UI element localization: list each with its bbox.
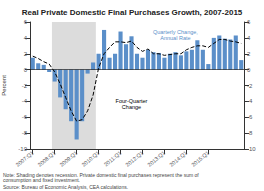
- svg-text:2010:Q1: 2010:Q1: [80, 150, 100, 168]
- svg-text:2015:Q1: 2015:Q1: [190, 150, 210, 168]
- svg-text:2011:Q1: 2011:Q1: [103, 150, 123, 168]
- svg-text:-10: -10: [18, 146, 27, 152]
- svg-text:0: 0: [24, 67, 28, 73]
- svg-text:-4: -4: [22, 98, 28, 104]
- svg-text:Source: Bureau of Economic Ana: Source: Bureau of Economic Analysis, CEA…: [3, 184, 128, 190]
- svg-text:0: 0: [247, 67, 251, 73]
- svg-text:Annual Rate: Annual Rate: [160, 35, 190, 41]
- svg-text:6: 6: [24, 19, 28, 25]
- svg-text:-2: -2: [247, 83, 253, 89]
- svg-text:Percent: Percent: [1, 75, 7, 96]
- svg-text:Note: Shading denotes recessio: Note: Shading denotes recession. Private…: [3, 171, 201, 178]
- svg-text:2: 2: [247, 51, 251, 57]
- svg-text:-8: -8: [247, 130, 253, 136]
- svg-text:2007:Q1: 2007:Q1: [15, 150, 35, 168]
- svg-text:2: 2: [24, 51, 28, 57]
- svg-text:4: 4: [247, 35, 251, 41]
- svg-text:2009:Q1: 2009:Q1: [59, 150, 79, 168]
- svg-text:consumption and fixed investme: consumption and fixed investment.: [3, 177, 80, 183]
- svg-text:Four-Quarter: Four-Quarter: [115, 98, 148, 105]
- svg-text:Quarterly Change,: Quarterly Change,: [152, 28, 198, 35]
- svg-text:-2: -2: [22, 83, 28, 89]
- svg-text:2014:Q1: 2014:Q1: [168, 150, 188, 168]
- svg-text:-6: -6: [247, 114, 253, 120]
- svg-text:Change: Change: [122, 104, 141, 110]
- svg-text:6: 6: [247, 19, 251, 25]
- svg-text:2013:Q1: 2013:Q1: [146, 150, 166, 168]
- svg-text:Real Private Domestic Final Pu: Real Private Domestic Final Purchases Gr…: [22, 8, 243, 17]
- svg-text:-6: -6: [22, 114, 28, 120]
- svg-text:-10: -10: [247, 146, 256, 152]
- svg-text:2012:Q1: 2012:Q1: [124, 150, 144, 168]
- svg-text:-8: -8: [22, 130, 28, 136]
- svg-text:2008:Q1: 2008:Q1: [37, 150, 57, 168]
- svg-text:4: 4: [24, 35, 28, 41]
- svg-text:-4: -4: [247, 98, 253, 104]
